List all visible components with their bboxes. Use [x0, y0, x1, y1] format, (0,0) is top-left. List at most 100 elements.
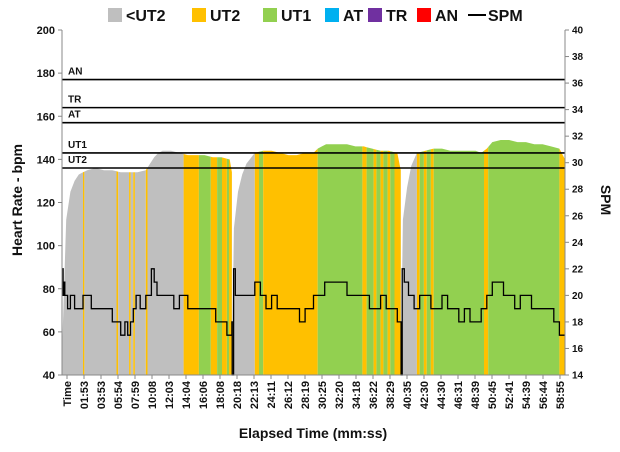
hr-area-segment-ut2-9: [145, 167, 148, 375]
y-tick-label: 200: [37, 25, 55, 37]
hr-area-segment-ut1-12: [198, 155, 211, 375]
hr-area-segment-ut1-28: [383, 150, 388, 375]
y2-tick-label: 40: [572, 26, 584, 37]
legend: <UT2 UT2 UT1 AT TR AN SPM: [108, 8, 523, 25]
x-tick-label: 18:08: [215, 381, 227, 409]
x-tick-label: 48:39: [470, 381, 482, 409]
x-tick-label: 40:35: [402, 381, 414, 409]
x-tick-label: 36:22: [368, 381, 380, 409]
x-tick-label: 26:12: [283, 381, 295, 409]
hr-area-segment-lt_ut2-0: [62, 172, 83, 375]
hr-area-segment-ut2-27: [380, 150, 384, 375]
legend-label-lt-ut2: <UT2: [126, 8, 166, 25]
hr-area-segment-ut2-21: [263, 148, 318, 375]
y2-tick-label: 28: [572, 185, 584, 196]
hr-area-segment-ut1-38: [433, 148, 484, 375]
hr-area-segment-ut2-11: [183, 154, 199, 375]
hr-area-segment-ut2-3: [116, 171, 119, 375]
zone-label-an: AN: [68, 67, 82, 78]
x-tick-label: 10:08: [147, 381, 159, 409]
zone-label-at: AT: [68, 110, 81, 121]
legend-label-an: AN: [435, 8, 458, 25]
axes-layer: 40 60 80 100 120 140 160 180 200 14 16 18 20 22 24 26 28…: [37, 25, 584, 409]
x-tick-label: 05:54: [113, 380, 125, 409]
y2-tick-label: 26: [572, 211, 584, 222]
y-tick-label: 60: [43, 327, 55, 339]
hr-area-segment-ut1-14: [217, 157, 222, 375]
hr-area-segment-ut2-41: [559, 148, 565, 375]
hr-area-segment-ut1-40: [488, 140, 560, 375]
x-tick-label: 30:25: [317, 381, 329, 409]
hr-area-segment-ut1-36: [426, 149, 431, 375]
y2-tick-label: 36: [572, 79, 584, 90]
x-tick-label: 03:53: [96, 381, 108, 409]
hr-area-segment-ut2-13: [210, 156, 218, 375]
hr-area-segment-ut2-19: [254, 151, 259, 375]
x-tick-label: 34:18: [351, 381, 363, 409]
y2-tick-label: 24: [572, 238, 584, 249]
x-tick-label: 14:04: [181, 380, 193, 409]
x-tick-label: 56:44: [538, 380, 550, 409]
hr-area-segment-ut2-35: [423, 150, 427, 375]
legend-swatch-at: [325, 8, 339, 22]
y-axis-title: Heart Rate - bpm: [9, 144, 25, 256]
legend-swatch-tr: [368, 8, 382, 22]
hr-area-segment-ut2-1: [83, 171, 85, 375]
legend-swatch-lt-ut2: [108, 8, 122, 22]
legend-label-tr: TR: [386, 8, 408, 25]
legend-label-spm: SPM: [488, 8, 523, 25]
hr-area-segment-ut2-25: [373, 149, 377, 375]
hr-area-segment-lt_ut2-8: [134, 170, 146, 375]
x-tick-label: Time: [62, 381, 74, 406]
hr-area-segment-ut1-30: [390, 151, 395, 375]
hr-area-segment-lt_ut2-10: [147, 150, 184, 375]
y2-tick-label: 18: [572, 317, 584, 328]
y2-tick-label: 38: [572, 52, 584, 63]
x-tick-label: 58:55: [555, 381, 567, 409]
hr-area-segment-ut2-17: [229, 159, 232, 375]
y2-tick-label: 30: [572, 158, 584, 169]
x-tick-label: 54:39: [521, 381, 533, 409]
x-tick-label: 20:18: [232, 381, 244, 409]
zone-area-layer: [62, 140, 565, 375]
y-tick-label: 140: [37, 154, 55, 166]
hr-area-segment-ut1-16: [226, 158, 229, 375]
hr-area-segment-ut2-15: [222, 157, 227, 375]
zone-label-ut1: UT1: [68, 140, 87, 151]
y2-tick-label: 16: [572, 344, 584, 355]
y-tick-label: 120: [37, 198, 55, 210]
legend-swatch-ut2: [192, 8, 206, 22]
hr-area-segment-ut1-26: [376, 149, 381, 375]
y2-tick-label: 32: [572, 132, 584, 143]
hr-area-segment-ut1-34: [419, 151, 424, 375]
x-tick-label: 01:53: [79, 381, 91, 409]
x-tick-label: 50:45: [487, 381, 499, 409]
x-tick-label: 44:30: [436, 381, 448, 409]
x-tick-label: 42:30: [419, 381, 431, 409]
legend-label-at: AT: [343, 8, 363, 25]
hr-area-segment-ut2-7: [133, 172, 135, 375]
hr-area-segment-ut2-31: [394, 152, 401, 375]
x-tick-label: 38:29: [385, 381, 397, 409]
spm-line: [62, 268, 565, 376]
hr-area-segment-ut2-5: [129, 172, 131, 375]
y2-tick-label: 34: [572, 105, 584, 116]
legend-swatch-ut1: [263, 8, 277, 22]
zone-label-ut2: UT2: [68, 155, 87, 166]
y2-tick-label: 14: [572, 371, 584, 382]
y2-tick-label: 20: [572, 291, 584, 302]
spm-line-layer: [62, 268, 565, 376]
x-tick-label: 52:41: [504, 381, 516, 409]
legend-label-ut1: UT1: [281, 8, 311, 25]
hr-area-segment-ut1-22: [317, 144, 363, 375]
y-tick-label: 40: [43, 370, 55, 382]
hr-area-segment-lt_ut2-32: [400, 152, 417, 375]
x-tick-label: 16:06: [198, 381, 210, 409]
x-tick-label: 24:11: [266, 381, 278, 409]
x-tick-label: 28:19: [300, 381, 312, 409]
hr-area-segment-ut2-29: [387, 150, 391, 375]
hr-area-segment-lt_ut2-4: [118, 171, 130, 375]
x-tick-label: 22:13: [249, 381, 261, 409]
zone-threshold-layer: AN TR AT UT1 UT2: [62, 67, 565, 169]
hr-area-segment-ut2-37: [430, 148, 434, 375]
